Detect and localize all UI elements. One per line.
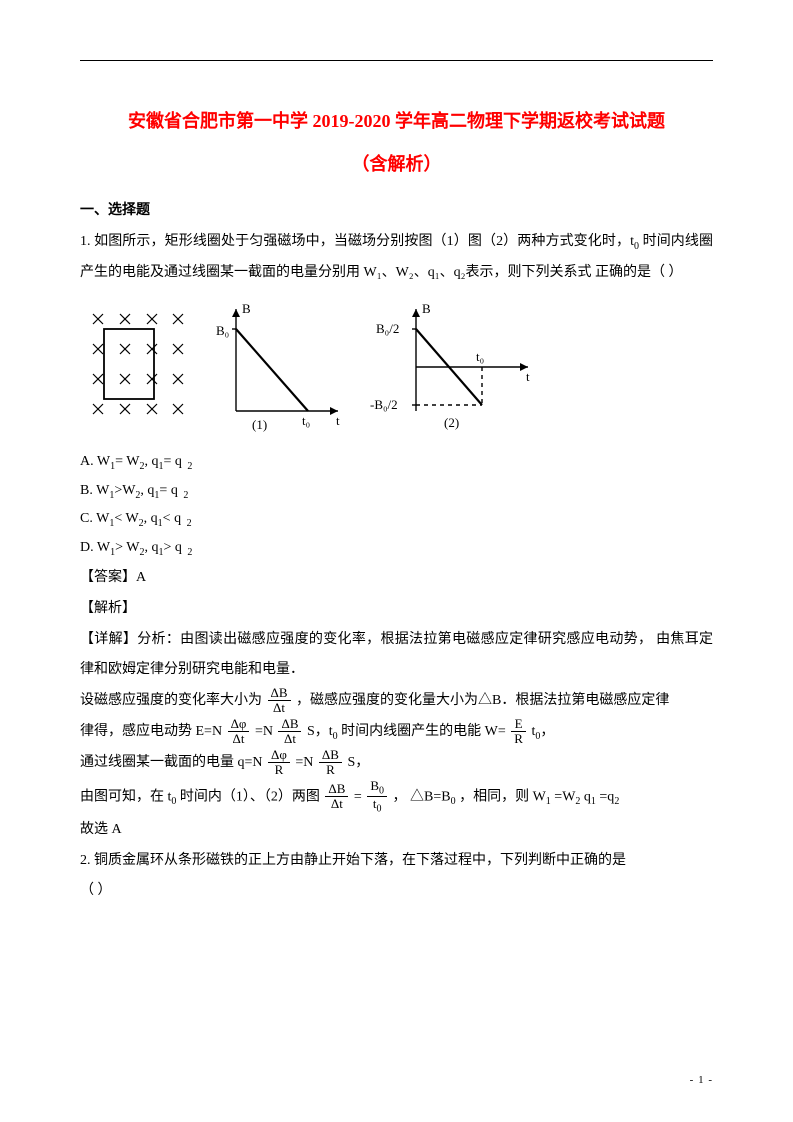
frac-dphi-R: ΔφR bbox=[268, 748, 290, 778]
frac-E-R: ER bbox=[511, 717, 526, 747]
answer: 【答案】A bbox=[80, 563, 713, 594]
label-negB0half: -B₀/2 bbox=[370, 397, 398, 412]
top-rule bbox=[80, 60, 713, 61]
document-title: 安徽省合肥市第一中学 2019-2020 学年高二物理下学期返校考试试题 （含解… bbox=[80, 100, 713, 186]
frac-dB-R: ΔBR bbox=[319, 748, 342, 778]
sub-0a: 0 bbox=[634, 241, 639, 252]
figure-graph-2: B B₀/2 -B₀/2 t t₀ (2) bbox=[366, 299, 541, 434]
q2-stem: 2. 铜质金属环从条形磁铁的正上方由静止开始下落，在下落过程中，下列判断中正确的… bbox=[80, 846, 713, 908]
choice-C: C. W1< W2, q1< q 2 bbox=[80, 505, 713, 534]
figure-row: B B₀ t t₀ (1) B B₀/2 -B₀/2 t t₀ (2) bbox=[80, 299, 713, 434]
rate-line: 设磁感应强度的变化率大小为 ΔBΔt ，磁感应强度的变化量大小为△B．根据法拉第… bbox=[80, 686, 713, 717]
page-number: - 1 - bbox=[690, 1068, 713, 1092]
q1-l3: 正确的是（ ） bbox=[595, 265, 683, 280]
caption-1: (1) bbox=[252, 417, 267, 432]
q-line: 通过线圈某一截面的电量 q=N ΔφR =N ΔBR S， bbox=[80, 748, 713, 779]
figure-graph-1: B B₀ t t₀ (1) bbox=[208, 299, 348, 434]
q1-l1: 1. 如图所示，矩形线圈处于匀强磁场中，当磁场分别按图（1）图（2）两种方式变化… bbox=[80, 234, 634, 249]
choice-B: B. W1>W2, q1= q 2 bbox=[80, 477, 713, 506]
label-t0-2: t₀ bbox=[476, 349, 484, 364]
detail: 【详解】分析：由图读出磁感应强度的变化率，根据法拉第电磁感应定律研究感应电动势，… bbox=[80, 625, 713, 687]
q1-stem: 1. 如图所示，矩形线圈处于匀强磁场中，当磁场分别按图（1）图（2）两种方式变化… bbox=[80, 227, 713, 289]
label-t0-1: t₀ bbox=[302, 413, 310, 428]
section-heading-1: 一、选择题 bbox=[80, 196, 713, 227]
explain-label: 【解析】 bbox=[80, 594, 713, 625]
caption-2: (2) bbox=[444, 415, 459, 430]
frac-dB-dt-2: ΔBΔt bbox=[278, 717, 301, 747]
frac-B0-t0: B0 t0 bbox=[367, 779, 387, 815]
axis-B-1: B bbox=[242, 301, 251, 316]
emf-line: 律得，感应电动势 E=N ΔφΔt =N ΔBΔt S，t0 时间内线圈产生的电… bbox=[80, 717, 713, 748]
final-line: 故选 A bbox=[80, 815, 713, 846]
conclusion-line: 由图可知，在 t0 时间内（1）、（2）两图 ΔBΔt = B0 t0 ， △B… bbox=[80, 779, 713, 815]
figure-coil bbox=[80, 301, 190, 431]
title-line1: 安徽省合肥市第一中学 2019-2020 学年高二物理下学期返校考试试题 bbox=[128, 111, 665, 131]
label-B0-1: B₀ bbox=[216, 323, 229, 338]
title-line2: （含解析） bbox=[352, 154, 442, 174]
frac-dphi-dt: ΔφΔt bbox=[228, 717, 250, 747]
axis-t-1: t bbox=[336, 413, 340, 428]
axis-B-2: B bbox=[422, 301, 431, 316]
axis-t-2: t bbox=[526, 369, 530, 384]
choice-D: D. W1> W2, q1> q 2 bbox=[80, 534, 713, 563]
choice-A: A. W1= W2, q1= q 2 bbox=[80, 448, 713, 477]
frac-dBdt-1: ΔBΔt bbox=[268, 686, 291, 716]
label-B0half: B₀/2 bbox=[376, 321, 399, 336]
frac-dBdt-eq: ΔBΔt bbox=[325, 782, 348, 812]
